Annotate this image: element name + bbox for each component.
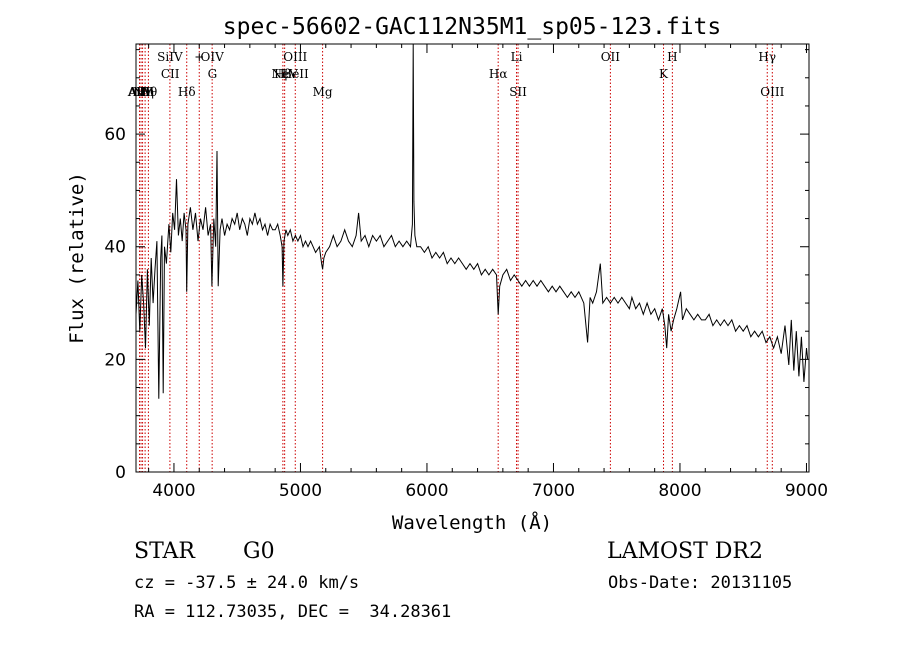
- line-marker-label: G: [208, 67, 218, 81]
- spectrum-chart: spec-56602-GAC112N35M1_sp05-123.fits AlI…: [66, 14, 828, 534]
- x-tick-label: 7000: [532, 481, 575, 501]
- y-axis-ticks: 0 20 40 60: [104, 49, 809, 483]
- line-marker-label: Li: [511, 50, 523, 64]
- line-marker-label: SiIV: [157, 50, 183, 64]
- redshift-readout: cz = -37.5 ± 24.0 km/s: [134, 573, 360, 593]
- survey-name: LAMOST DR2: [607, 539, 763, 564]
- line-marker-label: Hα: [489, 67, 508, 81]
- x-tick-label: 4000: [152, 481, 195, 501]
- line-marker-label: Hβ: [274, 67, 291, 81]
- plot-frame: [135, 43, 810, 473]
- line-marker-label: HeII: [282, 67, 309, 81]
- line-marker-label: NeV: [272, 67, 299, 81]
- line-marker-label: AlIII: [127, 85, 155, 99]
- x-tick-label: 8000: [658, 481, 701, 501]
- x-axis-label: Wavelength (Å): [392, 511, 552, 534]
- y-tick-label: 40: [104, 238, 126, 258]
- coordinates-readout: RA = 112.73035, DEC = 34.28361: [134, 602, 452, 622]
- line-marker-label: Hθ: [140, 85, 158, 99]
- line-marker-label: OIII: [760, 85, 784, 99]
- line-marker-label: Mg: [313, 85, 333, 99]
- spectrum-line: [135, 43, 809, 399]
- y-axis-label: Flux (relative): [66, 172, 88, 344]
- line-marker-label: Hη: [136, 85, 154, 99]
- spectral-subclass: G0: [243, 539, 275, 564]
- x-axis-ticks: 4000 5000 6000 7000 8000 9000: [148, 44, 828, 501]
- observation-date: Obs-Date: 20131105: [608, 573, 793, 593]
- line-marker-label: AlII: [128, 85, 151, 99]
- line-marker-label: SII: [509, 85, 527, 99]
- line-marker-label: CII: [161, 67, 180, 81]
- y-tick-label: 20: [104, 350, 126, 370]
- line-marker-label: OIII: [283, 50, 307, 64]
- object-class: STAR: [134, 539, 195, 564]
- line-marker-label: +: [194, 50, 204, 64]
- y-tick-label: 0: [115, 463, 126, 483]
- line-markers: [139, 44, 773, 472]
- x-tick-label: 5000: [279, 481, 322, 501]
- x-tick-label: 6000: [405, 481, 448, 501]
- line-marker-label: K: [659, 67, 669, 81]
- y-tick-label: 60: [104, 125, 126, 145]
- chart-title: spec-56602-GAC112N35M1_sp05-123.fits: [223, 14, 722, 40]
- line-marker-label: OIV: [201, 50, 225, 64]
- line-marker-label: H: [667, 50, 677, 64]
- line-marker-label: Hδ: [178, 85, 196, 99]
- x-tick-label: 9000: [785, 481, 828, 501]
- line-marker-label: OII: [601, 50, 621, 64]
- line-marker-label: Hγ: [758, 50, 776, 64]
- line-marker-label: NV: [133, 85, 153, 99]
